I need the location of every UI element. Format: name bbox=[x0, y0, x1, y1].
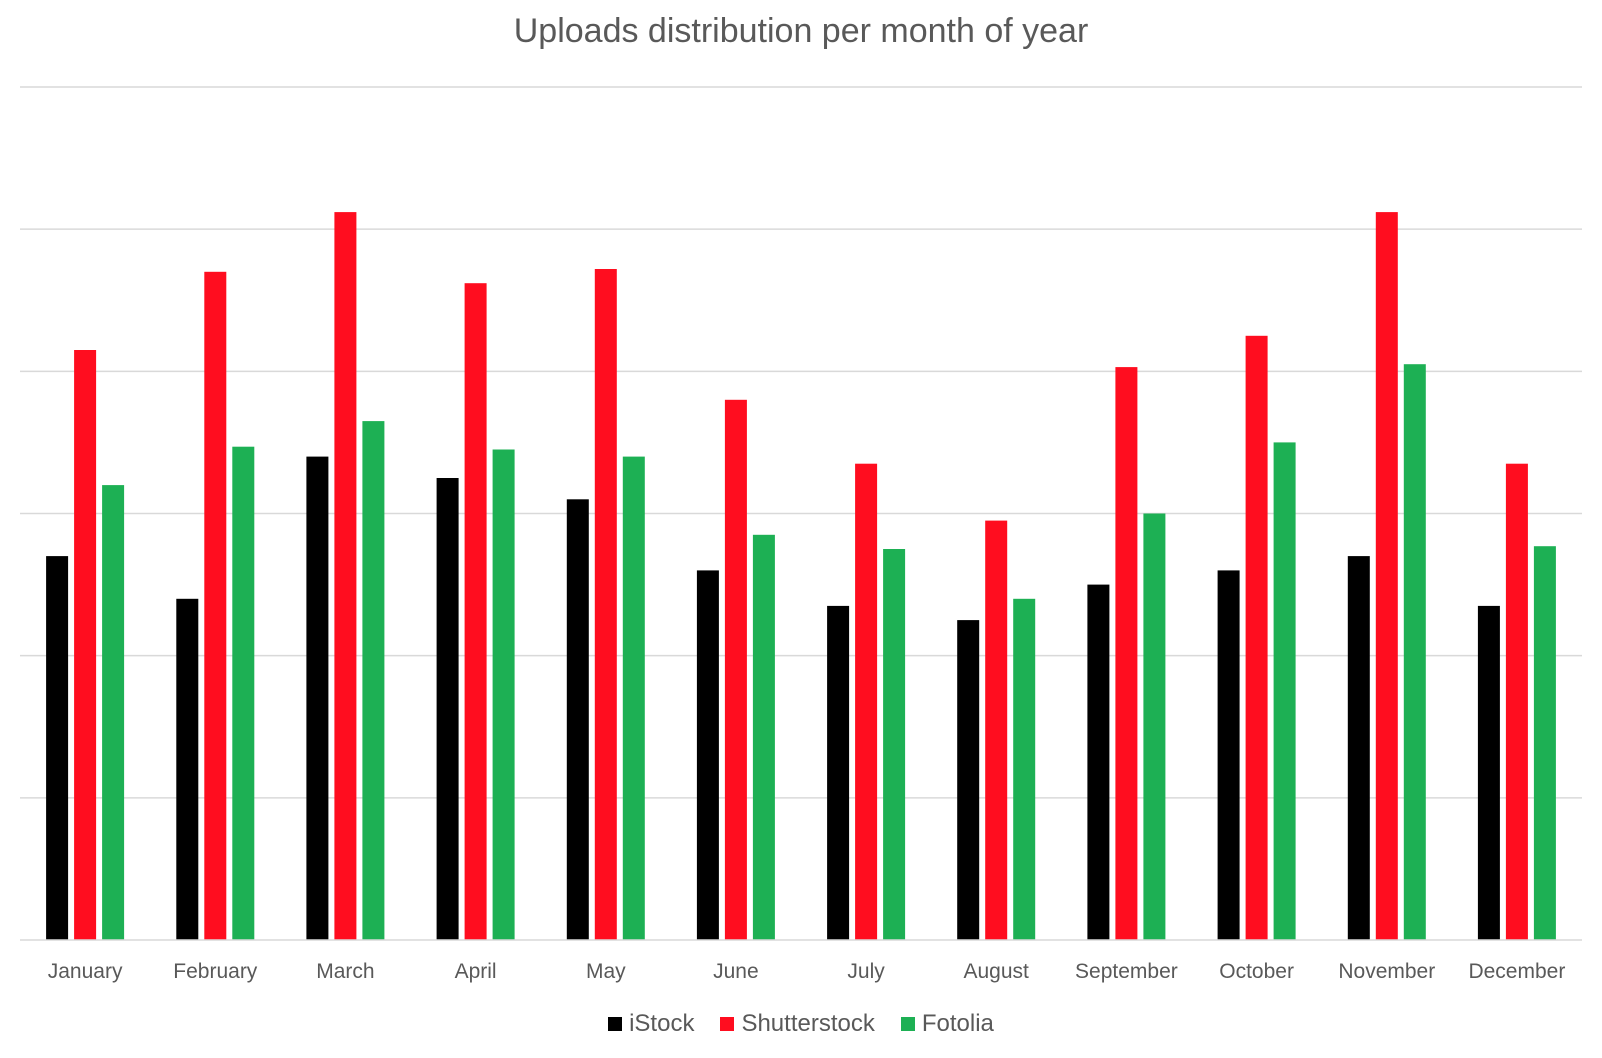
legend: iStock Shutterstock Fotolia bbox=[0, 1010, 1602, 1038]
bar-istock-july bbox=[827, 605, 850, 940]
bar-istock-january bbox=[46, 556, 69, 940]
gridlines bbox=[20, 86, 1582, 799]
bar-fotolia-january bbox=[102, 485, 125, 940]
bars bbox=[46, 212, 1556, 941]
bar-istock-november bbox=[1347, 556, 1370, 940]
bar-shutterstock-august bbox=[985, 520, 1008, 940]
bar-fotolia-august bbox=[1013, 598, 1036, 940]
legend-label: Shutterstock bbox=[741, 1010, 875, 1037]
bar-istock-february bbox=[176, 598, 199, 940]
x-tick-label: October bbox=[1219, 960, 1294, 983]
legend-item-shutterstock: Shutterstock bbox=[720, 1010, 875, 1038]
bar-istock-september bbox=[1087, 584, 1110, 940]
bar-istock-august bbox=[957, 620, 980, 940]
bar-fotolia-march bbox=[362, 421, 385, 941]
bar-istock-march bbox=[306, 456, 329, 940]
bar-istock-october bbox=[1217, 570, 1240, 940]
bar-shutterstock-february bbox=[204, 271, 227, 940]
bar-istock-june bbox=[696, 570, 719, 940]
legend-label: Fotolia bbox=[921, 1010, 994, 1037]
x-tick-label: January bbox=[48, 960, 123, 983]
bar-shutterstock-october bbox=[1245, 335, 1268, 940]
x-tick-label: April bbox=[455, 960, 497, 983]
bar-istock-may bbox=[566, 499, 589, 940]
bar-shutterstock-september bbox=[1115, 367, 1138, 941]
legend-swatch bbox=[608, 1017, 623, 1031]
x-tick-label: September bbox=[1075, 960, 1178, 983]
bar-shutterstock-january bbox=[74, 350, 97, 940]
bar-fotolia-december bbox=[1533, 546, 1556, 940]
x-axis: January February March April May June July Augu… bbox=[20, 939, 1582, 983]
bar-shutterstock-may bbox=[594, 269, 617, 940]
bar-shutterstock-june bbox=[724, 399, 747, 940]
bar-fotolia-may bbox=[622, 456, 645, 940]
x-tick-label: August bbox=[964, 960, 1030, 983]
bar-shutterstock-april bbox=[464, 283, 487, 940]
x-tick-label: March bbox=[316, 960, 374, 983]
legend-item-istock: iStock bbox=[608, 1010, 694, 1038]
bar-shutterstock-december bbox=[1505, 463, 1528, 940]
bar-fotolia-october bbox=[1273, 442, 1296, 940]
legend-swatch bbox=[900, 1017, 915, 1031]
x-tick-label: February bbox=[173, 960, 258, 983]
bar-fotolia-february bbox=[232, 446, 255, 940]
x-tick-label: June bbox=[713, 960, 759, 983]
bar-shutterstock-march bbox=[334, 212, 357, 941]
bar-fotolia-april bbox=[492, 449, 515, 940]
x-tick-label: May bbox=[586, 960, 626, 983]
x-tick-label: December bbox=[1468, 960, 1565, 983]
bar-fotolia-september bbox=[1143, 513, 1166, 940]
bar-fotolia-july bbox=[883, 549, 906, 940]
legend-swatch bbox=[720, 1017, 735, 1031]
bar-shutterstock-november bbox=[1375, 212, 1398, 941]
bar-shutterstock-july bbox=[855, 463, 878, 940]
legend-label: iStock bbox=[629, 1010, 695, 1037]
legend-item-fotolia: Fotolia bbox=[900, 1010, 994, 1038]
bar-fotolia-june bbox=[752, 534, 775, 940]
chart-title: Uploads distribution per month of year bbox=[513, 12, 1089, 50]
bar-fotolia-november bbox=[1403, 364, 1426, 940]
x-tick-label: July bbox=[847, 960, 885, 983]
bar-istock-april bbox=[436, 478, 459, 940]
x-tick-label: November bbox=[1338, 960, 1435, 983]
bar-istock-december bbox=[1477, 605, 1500, 940]
